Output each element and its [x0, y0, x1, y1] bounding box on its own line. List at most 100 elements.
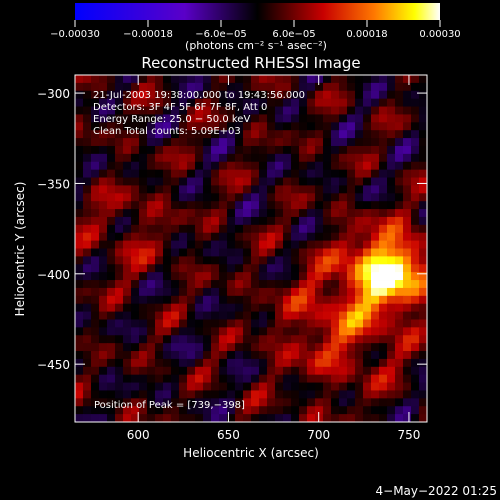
heatmap-cell — [203, 169, 212, 178]
heatmap-cell — [139, 169, 148, 178]
heatmap-cell — [195, 90, 204, 100]
heatmap-cell — [411, 358, 420, 368]
heatmap-cell — [339, 382, 348, 391]
heatmap-cell — [291, 327, 300, 336]
heatmap-cell — [219, 319, 228, 328]
heatmap-cell — [75, 256, 84, 265]
heatmap-cell — [187, 224, 196, 234]
heatmap-cell — [83, 319, 92, 328]
heatmap-cell — [387, 224, 396, 234]
heatmap-cell — [323, 122, 332, 131]
heatmap-cell — [267, 75, 276, 84]
heatmap-cell — [123, 224, 132, 234]
heatmap-cell — [187, 319, 196, 328]
heatmap-cell — [195, 366, 204, 376]
heatmap-cell — [211, 224, 220, 234]
heatmap-cell — [171, 311, 180, 320]
heatmap-cell — [347, 240, 356, 249]
heatmap-cell — [147, 138, 156, 147]
heatmap-cell — [291, 287, 300, 297]
heatmap-cell — [331, 256, 340, 265]
heatmap-cell — [179, 414, 188, 422]
heatmap-cell — [75, 398, 84, 407]
heatmap-cell — [371, 256, 380, 265]
heatmap-cell — [291, 240, 300, 249]
heatmap-cell — [107, 75, 116, 84]
heatmap-cell — [171, 414, 180, 422]
heatmap-cell — [355, 114, 364, 123]
heatmap-cell — [355, 343, 364, 352]
heatmap-cell — [379, 106, 388, 115]
heatmap-cell — [235, 224, 244, 234]
heatmap-cell — [139, 232, 148, 242]
heatmap-cell — [139, 343, 148, 352]
heatmap-cell — [83, 224, 92, 234]
heatmap-cell — [379, 177, 388, 186]
heatmap-cell — [267, 185, 276, 194]
heatmap-cell — [91, 264, 100, 273]
heatmap-cell — [347, 287, 356, 297]
heatmap-cell — [387, 169, 396, 178]
heatmap-cell — [251, 374, 260, 383]
heatmap-cell — [131, 264, 140, 273]
heatmap-cell — [227, 311, 236, 320]
heatmap-cell — [179, 161, 188, 171]
heatmap-cell — [139, 193, 148, 202]
heatmap-cell — [291, 193, 300, 202]
heatmap-cell — [171, 287, 180, 297]
heatmap-cell — [83, 414, 92, 422]
heatmap-cell — [283, 406, 292, 415]
heatmap-cell — [307, 130, 316, 139]
heatmap-cell — [211, 169, 220, 178]
heatmap-cell — [403, 240, 412, 249]
heatmap-cell — [227, 138, 236, 147]
heatmap-cell — [211, 311, 220, 320]
heatmap-cell — [115, 130, 124, 139]
heatmap-cell — [315, 311, 324, 320]
heatmap-cell — [331, 414, 340, 422]
heatmap-cell — [243, 327, 252, 336]
heatmap-cell — [371, 327, 380, 336]
heatmap-cell — [155, 272, 164, 281]
heatmap-cell — [267, 82, 276, 92]
heatmap-cell — [355, 280, 364, 289]
heatmap-cell — [91, 209, 100, 218]
heatmap-cell — [195, 114, 204, 123]
heatmap-cell — [219, 264, 228, 273]
heatmap-cell — [139, 98, 148, 107]
heatmap-cell — [411, 256, 420, 265]
heatmap-cell — [363, 209, 372, 218]
heatmap-cell — [115, 82, 124, 92]
heatmap-cell — [251, 327, 260, 336]
heatmap-cell — [307, 264, 316, 273]
heatmap-cell — [275, 264, 284, 273]
heatmap-cell — [107, 138, 116, 147]
heatmap-cell — [123, 358, 132, 368]
heatmap-cell — [147, 256, 156, 265]
heatmap-cell — [139, 327, 148, 336]
heatmap-cell — [275, 390, 284, 399]
heatmap-cell — [339, 319, 348, 328]
heatmap-cell — [411, 193, 420, 202]
heatmap-cell — [139, 272, 148, 281]
heatmap-cell — [91, 366, 100, 376]
heatmap-cell — [283, 169, 292, 178]
heatmap-cell — [267, 232, 276, 242]
heatmap-cell — [323, 216, 332, 226]
heatmap-cell — [219, 209, 228, 218]
heatmap-cell — [211, 75, 220, 84]
heatmap-cell — [219, 414, 228, 422]
heatmap-cell — [267, 153, 276, 163]
heatmap-cell — [115, 398, 124, 407]
heatmap-cell — [403, 303, 412, 312]
heatmap-cell — [171, 390, 180, 399]
heatmap-cell — [331, 201, 340, 210]
heatmap-cell — [283, 209, 292, 218]
heatmap-cell — [307, 256, 316, 265]
heatmap-cell — [243, 185, 252, 194]
heatmap-cell — [219, 90, 228, 100]
heatmap-cell — [339, 240, 348, 249]
heatmap-cell — [403, 287, 412, 297]
heatmap-cell — [419, 138, 427, 147]
heatmap-cell — [403, 398, 412, 407]
